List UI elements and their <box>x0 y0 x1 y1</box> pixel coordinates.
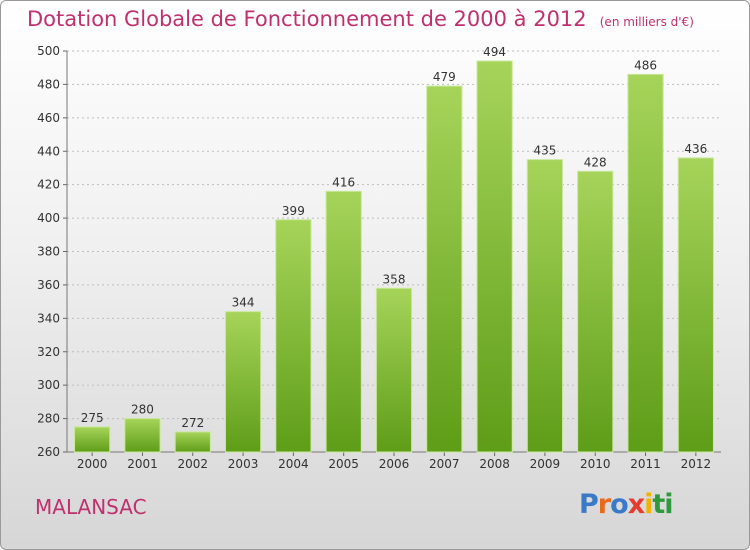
logo-letter: o <box>610 489 629 520</box>
bar-2008 <box>476 60 513 453</box>
logo-letter: x <box>627 489 645 520</box>
y-tick-label: 340 <box>37 311 60 325</box>
y-tick-label: 440 <box>37 144 60 158</box>
y-tick-label: 260 <box>37 445 60 459</box>
value-label-2006: 358 <box>383 272 406 286</box>
value-label-2011: 486 <box>634 58 657 72</box>
value-label-2002: 272 <box>181 416 204 430</box>
logo-letter: t <box>652 489 665 520</box>
bar-2006 <box>375 287 413 453</box>
bar-2001 <box>124 418 161 453</box>
x-tick-label-2009: 2009 <box>530 457 561 471</box>
bar-2000 <box>74 426 111 453</box>
x-tick-label-2007: 2007 <box>429 457 460 471</box>
bar-2010 <box>577 170 614 453</box>
x-tick-label-2001: 2001 <box>127 457 158 471</box>
x-tick-label-2006: 2006 <box>379 457 410 471</box>
bar-2011 <box>627 73 664 453</box>
value-label-2004: 399 <box>282 204 305 218</box>
y-tick-label: 280 <box>37 412 60 426</box>
value-label-2005: 416 <box>332 175 355 189</box>
title-text: Dotation Globale de Fonctionnement de 20… <box>27 7 587 31</box>
bar-2009 <box>526 159 564 453</box>
logo-letter: P <box>579 489 599 520</box>
bar-2003 <box>224 311 262 453</box>
logo-letter: i <box>644 489 653 520</box>
bar-2005 <box>325 190 362 453</box>
x-tick-label-2004: 2004 <box>278 457 309 471</box>
x-tick-label-2005: 2005 <box>328 457 359 471</box>
y-tick-label: 300 <box>37 378 60 392</box>
y-tick-label: 460 <box>37 111 60 125</box>
y-tick-label: 480 <box>37 77 60 91</box>
value-label-2012: 436 <box>684 142 707 156</box>
value-label-2009: 435 <box>533 144 556 158</box>
x-tick-label-2012: 2012 <box>681 457 712 471</box>
y-tick-label: 420 <box>37 178 60 192</box>
x-tick-label-2000: 2000 <box>77 457 108 471</box>
value-label-2007: 479 <box>433 70 456 84</box>
chart-title: Dotation Globale de Fonctionnement de 20… <box>27 7 694 31</box>
y-tick-label: 380 <box>37 245 60 259</box>
x-tick-label-2003: 2003 <box>228 457 259 471</box>
value-label-2010: 428 <box>584 155 607 169</box>
value-label-2000: 275 <box>81 411 104 425</box>
value-label-2001: 280 <box>131 403 154 417</box>
labels: 260 280 300 320 340 360 380 400 420 440 460 480 500 2… <box>37 44 711 471</box>
x-tick-label-2008: 2008 <box>479 457 510 471</box>
x-tick-label-2002: 2002 <box>177 457 208 471</box>
logo-letter: i <box>664 489 673 520</box>
bar-2004 <box>275 219 312 453</box>
value-label-2008: 494 <box>483 45 506 59</box>
y-tick-label: 320 <box>37 345 60 359</box>
logo-letter: r <box>597 489 611 520</box>
proxiti-logo: Proxiti <box>579 489 674 520</box>
bar-2007 <box>426 85 463 453</box>
unit-text: (en milliers d'€) <box>599 15 694 29</box>
x-tick-label-2010: 2010 <box>580 457 611 471</box>
bars <box>74 60 714 453</box>
y-tick-label: 500 <box>37 44 60 58</box>
y-tick-label: 400 <box>37 211 60 225</box>
x-tick-label-2011: 2011 <box>630 457 661 471</box>
commune-name: MALANSAC <box>35 495 147 519</box>
bar-2012 <box>677 157 714 453</box>
bar-2002 <box>174 431 211 453</box>
value-label-2003: 344 <box>232 296 255 310</box>
y-tick-label: 360 <box>37 278 60 292</box>
